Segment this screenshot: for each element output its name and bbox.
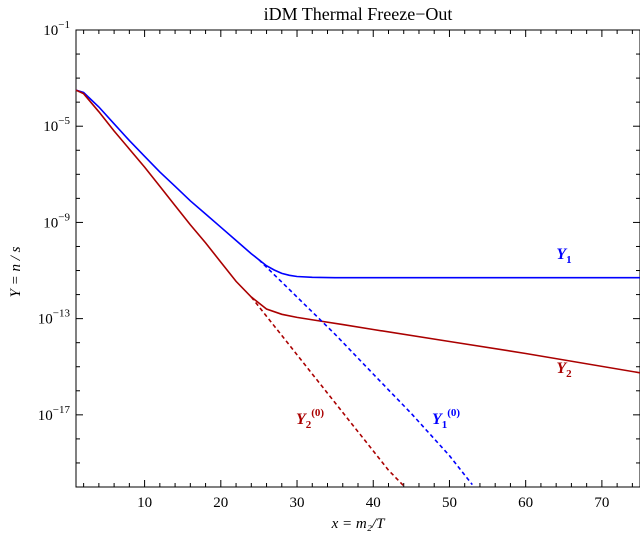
x-tick-labels: 10 20 30 40 50 60 70 (137, 495, 609, 511)
x-axis-label: x = m₂/T (331, 516, 386, 532)
series-line-y1 (75, 89, 640, 279)
x-tick-label: 10 (137, 495, 152, 511)
series-label-y10: Y1(0) (432, 407, 460, 431)
y-tick-label: 10−5 (43, 115, 70, 135)
x-tick-label: 30 (290, 495, 305, 511)
series-label-y2: Y2 (556, 360, 572, 380)
series-line-y2 (75, 89, 640, 374)
x-tick-label: 40 (366, 495, 381, 511)
x-tick-label: 50 (442, 495, 457, 511)
y-tick-label: 10−17 (38, 404, 71, 424)
y-tick-labels: 10−1 10−5 10−9 10−13 10−17 (38, 19, 71, 424)
x-tick-label: 60 (518, 495, 533, 511)
series-line-y10 (258, 259, 473, 486)
axis-ticks (76, 29, 640, 488)
series-label-y20: Y2(0) (296, 407, 324, 431)
series-layer (75, 89, 640, 487)
y-axis-label: Y = n / s (8, 246, 24, 297)
chart-title: iDM Thermal Freeze−Out (264, 4, 453, 24)
series-line-y20 (250, 296, 405, 487)
series-label-y1: Y1 (556, 246, 571, 266)
y-tick-label: 10−9 (43, 211, 70, 231)
x-tick-label: 20 (213, 495, 228, 511)
x-tick-label: 70 (594, 495, 609, 511)
series-labels: Y1 Y2 Y1(0) Y2(0) (296, 246, 572, 431)
y-tick-label: 10−1 (43, 19, 70, 39)
y-tick-label: 10−13 (38, 308, 71, 328)
